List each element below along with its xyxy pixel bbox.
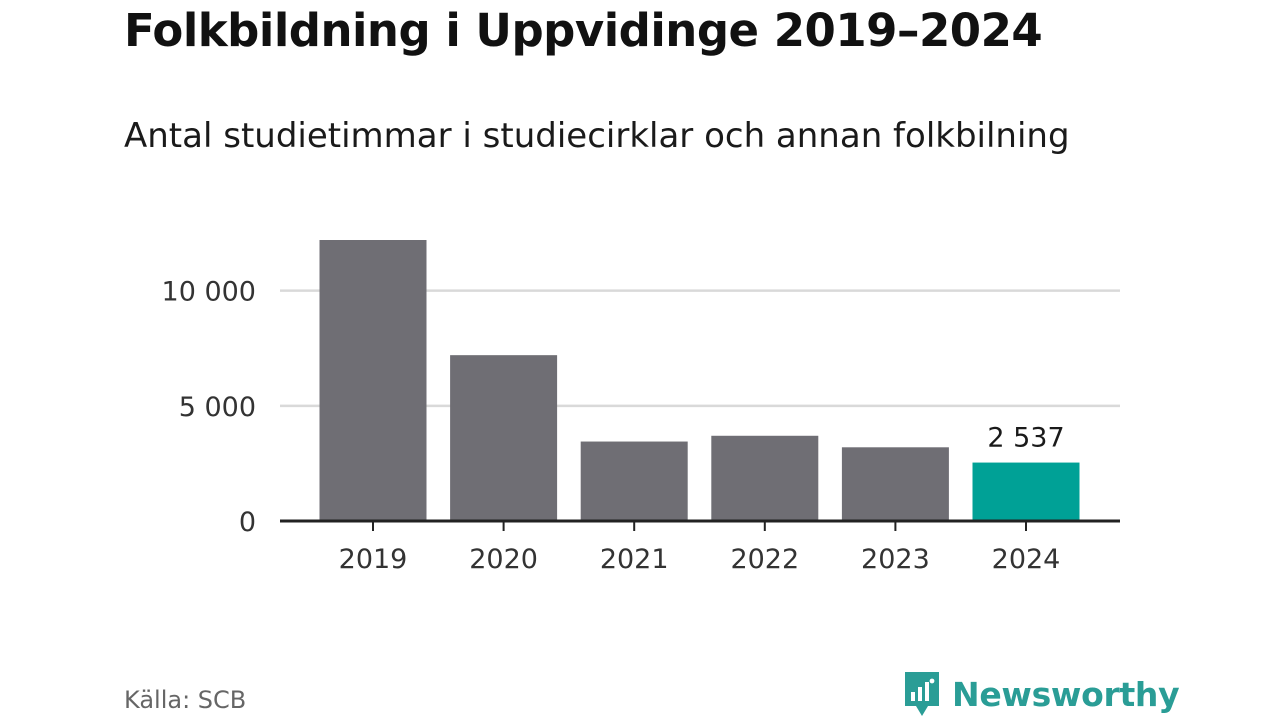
bar-2022 (711, 435, 819, 521)
y-tick-label: 0 (239, 507, 256, 538)
x-tick-label: 2019 (339, 544, 408, 575)
newsworthy-logo-icon (905, 672, 939, 716)
x-tick-label: 2021 (600, 544, 669, 575)
x-tick-label: 2023 (861, 544, 930, 575)
y-tick-label: 10 000 (162, 277, 256, 308)
bar-2021 (580, 441, 688, 521)
data-label: 2 537 (987, 423, 1064, 454)
axes (280, 519, 1120, 531)
bars (319, 240, 1080, 521)
chart-subtitle: Antal studietimmar i studiecirklar och a… (124, 116, 1070, 156)
bar-2020 (450, 355, 558, 521)
y-tick-label: 5 000 (179, 392, 256, 423)
x-tick-label: 2020 (469, 544, 538, 575)
brand-logo: Newsworthy (902, 670, 1180, 718)
labels: 0 5 000 10 000 2019 2020 2021 2022 2023 2024 2 53… (162, 277, 1065, 575)
x-tick-label: 2024 (992, 544, 1061, 575)
brand-name: Newsworthy (952, 674, 1180, 714)
bar-2024 (972, 462, 1080, 521)
bar-2019 (319, 240, 427, 521)
bar-2023 (841, 447, 949, 521)
chart-title: Folkbildning i Uppvidinge 2019–2024 (124, 4, 1043, 57)
source-note: Källa: SCB (124, 686, 247, 714)
x-tick-label: 2022 (730, 544, 799, 575)
